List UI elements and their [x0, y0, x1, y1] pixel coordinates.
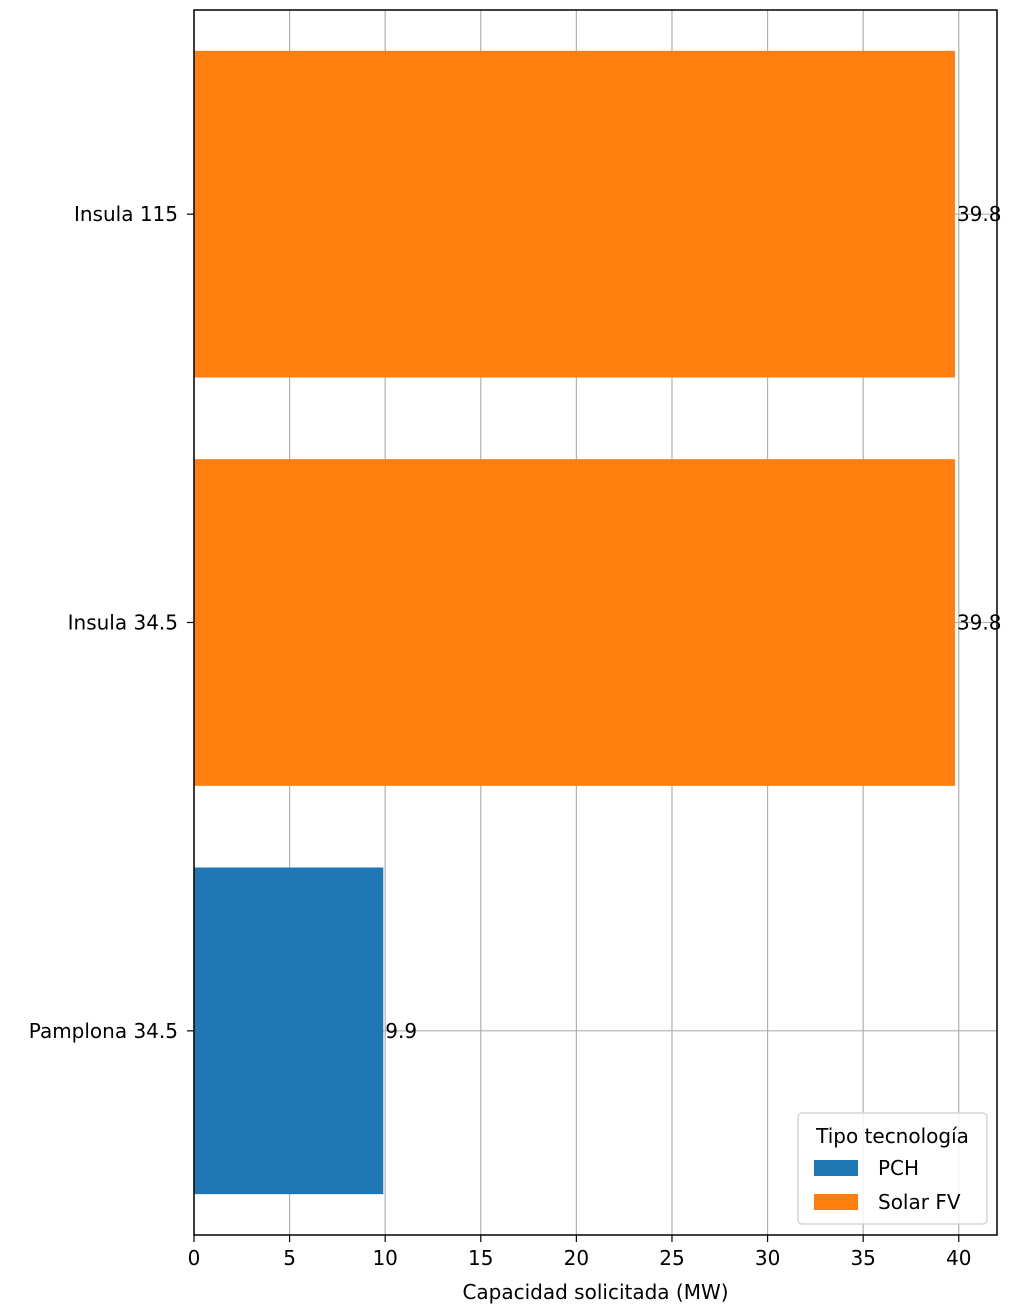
x-tick-label: 35 [850, 1246, 875, 1270]
x-axis-ticks: 0 5 10 15 20 25 30 35 40 [188, 1235, 971, 1270]
x-tick-label: 30 [755, 1246, 780, 1270]
data-label: 39.8 [957, 611, 1002, 635]
bar [194, 459, 955, 786]
y-axis-ticks: Insula 115 Insula 34.5 Pamplona 34.5 [29, 202, 194, 1043]
x-tick-label: 20 [564, 1246, 589, 1270]
legend-entry-label: Solar FV [878, 1190, 961, 1214]
x-tick-label: 40 [946, 1246, 971, 1270]
legend-swatch [814, 1194, 858, 1210]
y-tick-label: Insula 115 [74, 202, 178, 226]
bar [194, 50, 955, 378]
x-tick-label: 10 [372, 1246, 397, 1270]
x-tick-label: 15 [468, 1246, 493, 1270]
legend-entries: PCH Solar FV [814, 1156, 961, 1214]
legend-entry-label: PCH [878, 1156, 919, 1180]
x-tick-label: 0 [188, 1246, 201, 1270]
legend-title: Tipo tecnología [815, 1124, 969, 1148]
y-tick-label: Insula 34.5 [68, 611, 178, 635]
data-labels: 39.8 39.8 9.9 [385, 202, 1001, 1043]
legend-swatch [814, 1160, 858, 1176]
bars [194, 50, 955, 1195]
bar [194, 867, 384, 1195]
x-tick-label: 5 [283, 1246, 296, 1270]
data-label: 39.8 [957, 202, 1002, 226]
legend: Tipo tecnología PCH Solar FV [797, 1112, 988, 1225]
y-tick-label: Pamplona 34.5 [29, 1019, 178, 1043]
data-label: 9.9 [385, 1019, 417, 1043]
x-tick-label: 25 [659, 1246, 684, 1270]
x-axis-title: Capacidad solicitada (MW) [462, 1280, 728, 1304]
